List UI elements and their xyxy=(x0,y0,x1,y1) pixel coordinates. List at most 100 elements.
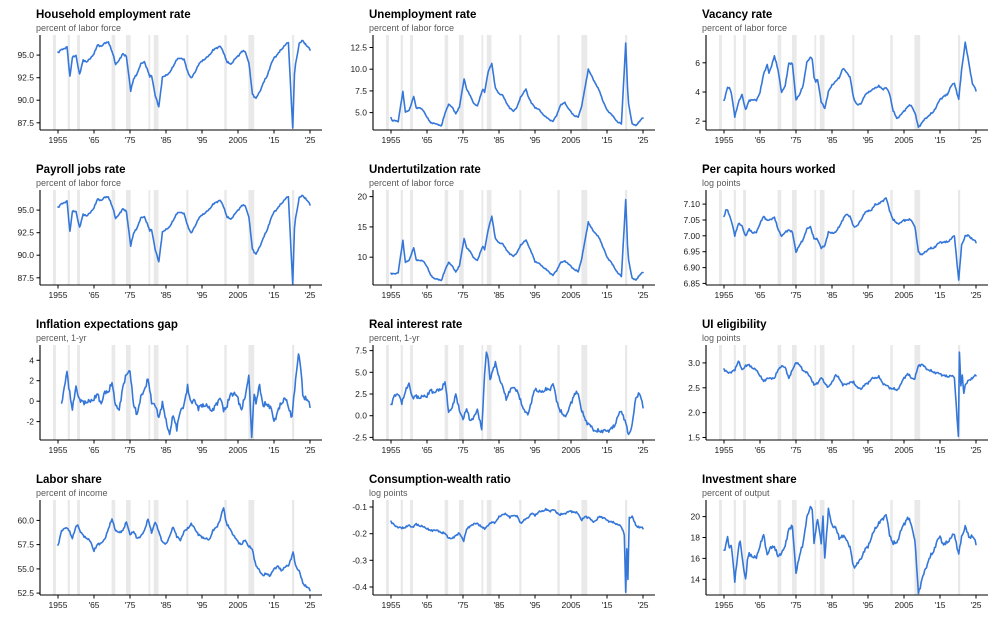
recession-band xyxy=(733,35,736,130)
y-axis-tick-label: 6.95 xyxy=(683,247,700,257)
x-axis-tick-label: '25 xyxy=(970,135,981,145)
chart-subtitle: percent of labor force xyxy=(369,178,455,188)
recession-band xyxy=(53,35,56,130)
recession-band xyxy=(743,500,746,595)
series-line xyxy=(723,197,977,281)
recession-band xyxy=(625,35,628,130)
x-axis-tick-label: '25 xyxy=(304,600,315,610)
x-axis-tick-label: '95 xyxy=(862,445,873,455)
line-chart-svg: 87.5 90.0 92.5 95.0 1955 '65 '75 '85 '95 2005 '15 '… xyxy=(17,190,322,300)
y-axis-tick-label: 2 xyxy=(695,116,700,126)
recession-band xyxy=(53,500,56,595)
recession-band xyxy=(248,345,255,440)
x-axis-tick-label: '15 xyxy=(601,290,612,300)
x-axis-tick-label: '65 xyxy=(754,135,765,145)
x-axis-tick-label: 1955 xyxy=(49,600,68,610)
recession-band xyxy=(557,35,560,130)
recession-band xyxy=(292,500,295,595)
chart-subtitle: percent of labor force xyxy=(369,23,455,33)
chart-subtitle: percent of labor force xyxy=(36,178,122,188)
recession-band xyxy=(814,190,817,285)
x-axis-tick-label: '75 xyxy=(124,445,135,455)
x-axis-tick-label: '95 xyxy=(862,600,873,610)
recession-band xyxy=(958,35,961,130)
chart-title: UI eligibility xyxy=(702,319,767,331)
line-chart-svg: 1.5 2.0 2.5 3.0 1955 '65 '75 '85 '95 2005 '15 '25 xyxy=(688,345,988,455)
recession-band xyxy=(519,500,522,595)
x-axis-tick-label: '65 xyxy=(421,290,432,300)
x-axis-tick-label: '25 xyxy=(970,290,981,300)
x-axis-tick-label: '15 xyxy=(601,600,612,610)
x-axis-tick-label: 2005 xyxy=(895,135,914,145)
recession-band xyxy=(459,345,464,440)
y-axis-tick-label: 15 xyxy=(358,222,368,232)
y-axis-tick-label: 2.0 xyxy=(688,408,700,418)
x-axis-tick-label: 2005 xyxy=(229,600,248,610)
recession-band xyxy=(481,500,484,595)
y-axis-tick-label: 6.90 xyxy=(683,263,700,273)
recession-band xyxy=(67,190,70,285)
recession-band xyxy=(890,345,893,440)
x-axis-tick-label: 2005 xyxy=(229,135,248,145)
recession-band xyxy=(581,345,588,440)
recession-band xyxy=(386,190,389,285)
chart-title: Vacancy rate xyxy=(702,9,773,21)
chart-title: Undertutilzation rate xyxy=(369,164,481,176)
x-axis-tick-label: '25 xyxy=(970,445,981,455)
y-axis-tick-label: 92.5 xyxy=(17,228,34,238)
y-axis-tick-label: 5.0 xyxy=(355,367,367,377)
x-axis-tick-label: 1955 xyxy=(715,600,734,610)
y-axis-tick-label: 90.0 xyxy=(17,250,34,260)
recession-band xyxy=(67,35,70,130)
x-axis-tick-label: '95 xyxy=(196,445,207,455)
recession-band xyxy=(224,500,227,595)
chart-panel-6: Per capita hours worked log points 6.85 6… xyxy=(666,160,1000,315)
x-axis-tick-label: '25 xyxy=(304,135,315,145)
recession-band xyxy=(777,345,782,440)
recession-band xyxy=(126,345,131,440)
recession-band xyxy=(77,35,80,130)
y-axis-tick-label: 20 xyxy=(691,512,701,522)
line-chart-svg: 14 16 18 20 1955 '65 '75 '85 '95 2005 '15 '25 xyxy=(691,500,988,610)
series-line xyxy=(390,198,644,282)
chart-panel-11: Consumption-wealth ratio log points -0.4… xyxy=(333,470,666,625)
x-axis-tick-label: 1955 xyxy=(49,445,68,455)
x-axis-tick-label: 2005 xyxy=(895,445,914,455)
chart-title: Payroll jobs rate xyxy=(36,164,126,176)
x-axis-tick-label: '75 xyxy=(457,600,468,610)
y-axis-tick-label: 87.5 xyxy=(17,118,34,128)
y-axis-tick-label: -2.5 xyxy=(352,432,367,442)
chart-panel-9: UI eligibility log points 1.5 2.0 2.5 3.0 19… xyxy=(666,315,1000,470)
recession-band xyxy=(890,35,893,130)
recession-band xyxy=(890,500,893,595)
chart-subtitle: log points xyxy=(702,178,741,188)
x-axis-tick-label: '95 xyxy=(196,135,207,145)
x-axis-tick-label: 2005 xyxy=(895,290,914,300)
recession-band xyxy=(486,345,492,440)
recession-band xyxy=(292,190,295,285)
recession-band xyxy=(224,190,227,285)
x-axis-tick-label: '15 xyxy=(934,135,945,145)
recession-band xyxy=(400,35,403,130)
recession-band xyxy=(557,190,560,285)
recession-band xyxy=(444,190,449,285)
recession-band xyxy=(53,190,56,285)
x-axis-tick-label: '85 xyxy=(826,445,837,455)
x-axis-tick-label: '65 xyxy=(88,445,99,455)
recession-band xyxy=(111,35,116,130)
x-axis-tick-label: '85 xyxy=(160,445,171,455)
recession-band xyxy=(410,190,413,285)
recession-band xyxy=(719,500,722,595)
y-axis-tick-label: 90.0 xyxy=(17,95,34,105)
y-axis-tick-label: 55.0 xyxy=(17,564,34,574)
recession-band xyxy=(914,345,921,440)
recession-band xyxy=(126,35,131,130)
recession-band xyxy=(719,345,722,440)
recession-band xyxy=(792,190,797,285)
recession-band xyxy=(581,35,588,130)
line-chart-svg: 2 4 6 1955 '65 '75 '85 '95 2005 '15 '25 xyxy=(695,35,988,145)
recession-band xyxy=(792,345,797,440)
recession-band xyxy=(719,190,722,285)
x-axis-tick-label: 1955 xyxy=(715,135,734,145)
x-axis-tick-label: '65 xyxy=(88,135,99,145)
